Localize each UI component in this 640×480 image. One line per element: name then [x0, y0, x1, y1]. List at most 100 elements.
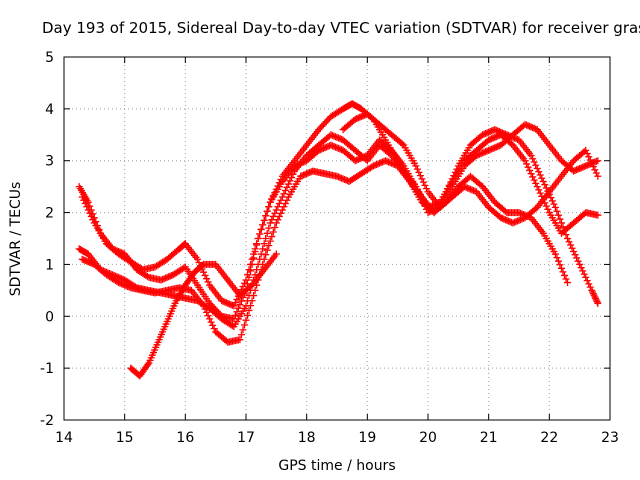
data-point	[315, 126, 323, 134]
data-point	[248, 297, 256, 305]
data-point	[589, 163, 597, 171]
data-point	[280, 203, 288, 211]
data-point	[236, 336, 244, 344]
data-point	[203, 275, 211, 283]
data-point	[319, 121, 327, 129]
data-point	[548, 197, 556, 205]
data-point	[207, 318, 215, 326]
data-point	[209, 321, 217, 329]
data-point	[533, 164, 541, 172]
data-point	[541, 181, 549, 189]
data-point	[263, 207, 271, 215]
data-point	[247, 260, 255, 268]
data-point	[321, 119, 329, 127]
data-point	[233, 295, 241, 303]
data-point	[532, 179, 540, 187]
y-tick-label: 0	[45, 309, 54, 325]
data-point	[477, 181, 485, 189]
data-point	[247, 302, 255, 310]
data-point	[247, 267, 255, 275]
data-point	[245, 306, 253, 314]
data-point	[268, 216, 276, 224]
data-point	[247, 282, 255, 290]
data-point	[113, 278, 121, 286]
data-point	[532, 161, 540, 169]
data-point	[585, 280, 593, 288]
series-track-4	[78, 157, 572, 346]
data-point	[594, 299, 602, 307]
data-point	[265, 203, 273, 211]
data-point	[204, 312, 212, 320]
data-point	[573, 254, 581, 262]
data-point	[262, 251, 270, 259]
data-point	[588, 159, 596, 167]
data-point	[275, 199, 283, 207]
data-point	[586, 283, 594, 291]
data-point	[83, 203, 91, 211]
data-point	[550, 200, 558, 208]
data-point	[204, 278, 212, 286]
data-point	[274, 216, 282, 224]
data-point	[253, 240, 261, 248]
y-tick-label: -1	[40, 361, 54, 377]
data-point	[561, 271, 568, 279]
data-point	[80, 196, 88, 204]
data-point	[274, 203, 282, 211]
data-point	[530, 158, 538, 166]
data-point	[201, 305, 209, 313]
data-point	[530, 176, 538, 184]
data-point	[551, 250, 559, 258]
data-point	[559, 268, 567, 276]
data-point	[591, 293, 599, 301]
data-point	[251, 286, 259, 294]
data-point	[412, 162, 420, 170]
data-point	[567, 241, 575, 249]
data-point	[574, 257, 582, 265]
data-point	[583, 277, 591, 285]
data-point	[260, 255, 268, 263]
data-point	[87, 212, 95, 220]
data-point	[143, 272, 151, 280]
data-point	[368, 163, 376, 171]
data-point	[553, 207, 561, 215]
data-point	[206, 315, 214, 323]
data-point	[539, 177, 547, 185]
data-point	[272, 219, 280, 227]
data-point	[262, 212, 270, 220]
data-point	[422, 185, 430, 193]
x-tick-label: 21	[480, 430, 498, 446]
data-point	[415, 168, 423, 176]
data-point	[250, 292, 258, 300]
data-point	[89, 216, 97, 224]
data-point	[577, 264, 585, 272]
data-point	[583, 150, 591, 158]
data-point	[266, 219, 274, 227]
data-point	[248, 255, 256, 263]
data-point	[523, 160, 531, 168]
data-point	[203, 308, 211, 316]
data-point	[535, 186, 543, 194]
data-point	[398, 140, 406, 148]
data-point	[269, 228, 277, 236]
series-track-2	[75, 131, 602, 331]
data-point	[542, 184, 550, 192]
data-point	[529, 173, 537, 181]
data-point	[237, 331, 245, 339]
data-point	[200, 302, 208, 310]
data-point	[193, 255, 201, 263]
data-point	[265, 224, 273, 232]
data-point	[542, 202, 550, 210]
data-point	[554, 211, 562, 219]
x-tick-label: 16	[176, 430, 194, 446]
data-point	[265, 242, 273, 250]
data-point	[231, 311, 239, 319]
data-point	[588, 286, 596, 294]
data-point	[579, 267, 587, 275]
y-tick-label: 1	[45, 257, 54, 273]
data-point	[277, 209, 285, 217]
data-point	[84, 198, 92, 206]
data-point	[271, 223, 279, 231]
data-point	[421, 181, 429, 189]
data-point	[278, 193, 286, 201]
